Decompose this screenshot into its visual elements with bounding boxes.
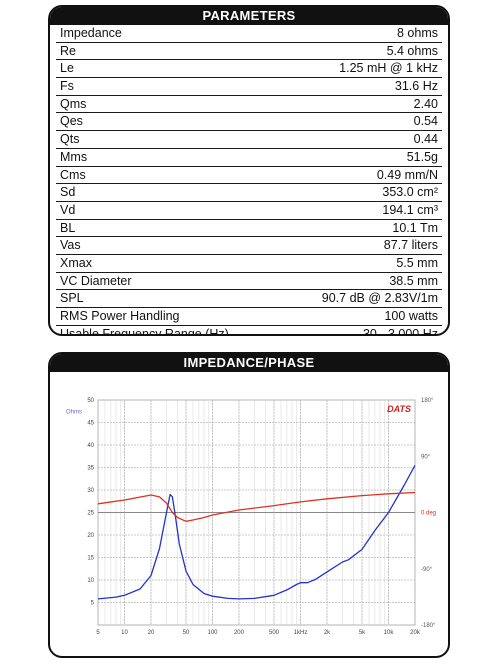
parameter-value: 5.5 mm [396, 255, 438, 270]
y-tick-label: 25 [87, 511, 94, 517]
y-tick-label: 10 [87, 578, 94, 584]
y2-tick-label: -180° [421, 623, 436, 629]
parameter-name: Mms [60, 149, 88, 164]
dats-logo: DATS [387, 404, 411, 414]
parameters-panel: PARAMETERS Impedance 8 ohms Re 5.4 ohms Le 1.… [48, 5, 450, 336]
parameter-name: SPL [60, 291, 84, 306]
parameter-name: Sd [60, 185, 76, 200]
parameter-row: Qms 2.40 [56, 96, 442, 114]
y-tick-label: 40 [87, 443, 94, 449]
parameter-value: 0.54 [413, 114, 438, 129]
impedance-phase-chart: 5 10 20 50 100 200 500 1kHz 2k 5k 10k 20k 5 10 15 20 25 3… [66, 398, 436, 636]
parameter-name: VC Diameter [60, 273, 132, 288]
parameter-name: Impedance [60, 26, 122, 40]
parameter-row: Vd 194.1 cm³ [56, 202, 442, 220]
parameter-name: Vas [60, 238, 81, 253]
x-tick-label: 20k [410, 630, 421, 636]
phase-curve [97, 491, 416, 522]
parameters-table: Impedance 8 ohms Re 5.4 ohms Le 1.25 mH @ 1 k… [50, 25, 448, 336]
parameter-name: Cms [60, 167, 86, 182]
x-tick-label: 20 [148, 630, 155, 636]
y-tick-label: 50 [87, 398, 94, 404]
parameter-row: Cms 0.49 mm/N [56, 167, 442, 185]
parameter-name: Fs [60, 79, 74, 94]
x-tick-label: 500 [269, 630, 280, 636]
parameter-name: Usable Frequency Range (Hz) [60, 326, 229, 336]
y-tick-label: 30 [87, 488, 94, 494]
parameter-row: Usable Frequency Range (Hz) 30 - 3,000 Hz [56, 326, 442, 336]
parameter-value: 1.25 mH @ 1 kHz [339, 61, 438, 76]
parameter-row: Le 1.25 mH @ 1 kHz [56, 60, 442, 79]
parameter-value: 90.7 dB @ 2.83V/1m [321, 291, 438, 306]
x-tick-label: 50 [183, 630, 190, 636]
parameter-row: Vas 87.7 liters [56, 237, 442, 255]
y2-tick-label: 90° [421, 454, 431, 460]
parameter-value: 10.1 Tm [392, 220, 438, 235]
x-tick-label: 100 [207, 630, 218, 636]
parameter-value: 353.0 cm² [382, 185, 438, 200]
impedance-phase-panel: IMPEDANCE/PHASE 5 10 20 50 100 200 500 1kHz 2k 5k… [48, 352, 450, 658]
parameter-value: 8 ohms [397, 26, 438, 40]
parameter-value: 194.1 cm³ [382, 202, 438, 217]
x-tick-label: 10 [121, 630, 128, 636]
parameter-row: VC Diameter 38.5 mm [56, 273, 442, 291]
parameter-row: Impedance 8 ohms [56, 25, 442, 43]
parameters-title: PARAMETERS [50, 7, 448, 25]
parameter-name: Qes [60, 114, 83, 129]
x-tick-label: 5 [96, 630, 100, 636]
x-tick-label: 5k [359, 630, 366, 636]
impedance-phase-title: IMPEDANCE/PHASE [50, 354, 448, 372]
y2-tick-label: -90° [421, 567, 433, 573]
x-tick-label: 200 [234, 630, 245, 636]
x-tick-label: 1kHz [294, 630, 308, 636]
parameter-name: Le [60, 61, 74, 76]
parameter-row: Qts 0.44 [56, 131, 442, 149]
parameter-name: Xmax [60, 255, 92, 270]
y-axis-unit-label: Ohms [66, 409, 82, 415]
parameter-row: Qes 0.54 [56, 113, 442, 132]
parameter-row: BL 10.1 Tm [56, 220, 442, 238]
parameter-value: 30 - 3,000 Hz [362, 326, 438, 336]
y-tick-label: 15 [87, 556, 94, 562]
impedance-curve [97, 464, 416, 600]
parameter-value: 51.5g [406, 149, 438, 164]
parameter-value: 0.44 [413, 132, 438, 147]
x-tick-label: 10k [384, 630, 395, 636]
parameter-name: Vd [60, 202, 76, 217]
y-tick-label: 5 [91, 601, 95, 607]
y-tick-label: 45 [87, 421, 94, 427]
parameter-name: Qts [60, 132, 80, 147]
parameter-row: SPL 90.7 dB @ 2.83V/1m [56, 290, 442, 308]
y-tick-label: 20 [87, 533, 94, 539]
parameter-value: 31.6 Hz [394, 79, 438, 94]
x-tick-label: 2k [324, 630, 331, 636]
parameter-row: RMS Power Handling 100 watts [56, 308, 442, 326]
parameter-value: 0.49 mm/N [376, 167, 438, 182]
parameter-name: Re [60, 43, 76, 58]
parameter-name: BL [60, 220, 76, 235]
parameter-name: RMS Power Handling [60, 309, 180, 323]
parameter-value: 5.4 ohms [386, 43, 438, 58]
parameter-row: Mms 51.5g [56, 149, 442, 167]
y-tick-label: 35 [87, 466, 94, 472]
parameter-row: Sd 353.0 cm² [56, 184, 442, 202]
parameter-value: 2.40 [413, 96, 438, 111]
parameter-value: 87.7 liters [383, 238, 438, 253]
y2-tick-label: 0 deg [421, 511, 436, 517]
parameter-name: Qms [60, 96, 87, 111]
y2-tick-label: 180° [421, 398, 434, 404]
parameter-value: 38.5 mm [389, 273, 438, 288]
parameter-row: Xmax 5.5 mm [56, 255, 442, 273]
parameter-value: 100 watts [384, 309, 438, 323]
parameter-row: Fs 31.6 Hz [56, 78, 442, 96]
parameter-row: Re 5.4 ohms [56, 43, 442, 61]
